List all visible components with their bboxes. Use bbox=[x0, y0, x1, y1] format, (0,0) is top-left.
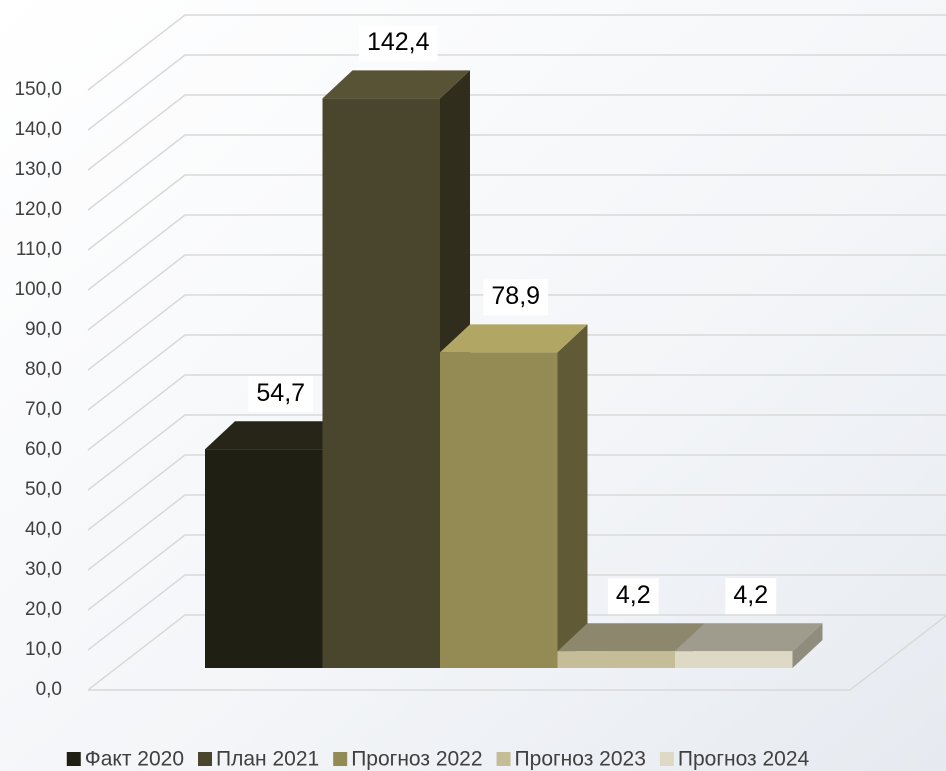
y-tick-label: 90,0 bbox=[25, 319, 62, 340]
grid-line bbox=[87, 614, 946, 691]
bar-top bbox=[675, 623, 823, 652]
bar-top bbox=[440, 324, 588, 353]
legend: Факт 2020 План 2021 Прогноз 2022 Прогноз 20… bbox=[66, 748, 810, 771]
value-label: 54,7 bbox=[256, 379, 305, 407]
bar-front bbox=[557, 651, 675, 668]
bars: 54,7 142,4 78,9 4,2 4,2 bbox=[205, 25, 823, 668]
y-tick-label: 120,0 bbox=[14, 199, 62, 220]
bar-side bbox=[792, 623, 823, 668]
value-label-bg bbox=[725, 578, 777, 615]
legend-label: Прогноз 2022 bbox=[351, 748, 482, 771]
grid-line bbox=[87, 214, 946, 291]
value-label: 142,4 bbox=[367, 28, 430, 56]
bar-front bbox=[205, 449, 323, 668]
y-tick-label: 100,0 bbox=[14, 279, 62, 300]
y-tick-label: 80,0 bbox=[25, 359, 62, 380]
legend-swatch bbox=[66, 752, 81, 766]
y-tick-label: 30,0 bbox=[25, 559, 62, 580]
y-tick-label: 0,0 bbox=[36, 679, 62, 700]
y-tick-label: 60,0 bbox=[25, 439, 62, 460]
legend-swatch bbox=[659, 752, 674, 766]
y-tick-label: 70,0 bbox=[25, 399, 62, 420]
grid-line bbox=[87, 534, 946, 611]
grid-line bbox=[87, 94, 946, 171]
value-label-bg bbox=[358, 25, 438, 62]
y-tick-label: 10,0 bbox=[25, 639, 62, 660]
grid-line bbox=[87, 294, 946, 371]
y-tick-label: 130,0 bbox=[14, 159, 62, 180]
y-tick-label: 140,0 bbox=[14, 119, 62, 140]
legend-swatch bbox=[333, 752, 348, 766]
y-tick-label: 50,0 bbox=[25, 479, 62, 500]
bar bbox=[675, 623, 823, 668]
grid-line bbox=[87, 134, 946, 211]
grid-line bbox=[87, 174, 946, 251]
bar-top bbox=[205, 421, 353, 450]
legend-label: План 2021 bbox=[216, 748, 319, 771]
bar-top bbox=[322, 70, 470, 99]
grid-line bbox=[87, 454, 946, 531]
bar-front bbox=[675, 651, 793, 668]
legend-label: Прогноз 2024 bbox=[678, 748, 810, 771]
bar-front bbox=[322, 98, 440, 668]
value-label-bg bbox=[607, 578, 659, 615]
legend-label: Прогноз 2023 bbox=[515, 748, 646, 771]
value-label: 78,9 bbox=[491, 282, 540, 310]
value-label-bg bbox=[483, 279, 549, 316]
y-tick-label: 110,0 bbox=[16, 239, 62, 260]
grid-line bbox=[87, 14, 946, 91]
y-tick-label: 20,0 bbox=[25, 599, 62, 620]
grid: 0,0 10,0 20,0 30,0 40,0 50,0 60,0 70,0 80,0 90,0 1… bbox=[14, 14, 946, 700]
legend-swatch bbox=[496, 752, 511, 766]
floor bbox=[88, 614, 946, 691]
bar-side bbox=[557, 324, 588, 668]
grid-line bbox=[87, 574, 946, 651]
grid-line bbox=[87, 54, 946, 131]
grid-line bbox=[87, 414, 946, 491]
legend-label: Факт 2020 bbox=[85, 748, 184, 771]
bar bbox=[440, 324, 588, 668]
y-tick-label: 150,0 bbox=[14, 79, 62, 100]
value-label: 4,2 bbox=[733, 581, 768, 609]
grid-line bbox=[87, 494, 946, 571]
legend-swatch bbox=[198, 752, 213, 766]
grid-line bbox=[87, 254, 946, 331]
grid-line bbox=[87, 334, 946, 411]
bar-front bbox=[440, 352, 558, 668]
grid-line bbox=[87, 374, 946, 451]
value-label: 4,2 bbox=[616, 581, 651, 609]
value-label-bg bbox=[248, 376, 314, 413]
bar-top bbox=[557, 623, 705, 652]
y-tick-label: 40,0 bbox=[25, 519, 62, 540]
